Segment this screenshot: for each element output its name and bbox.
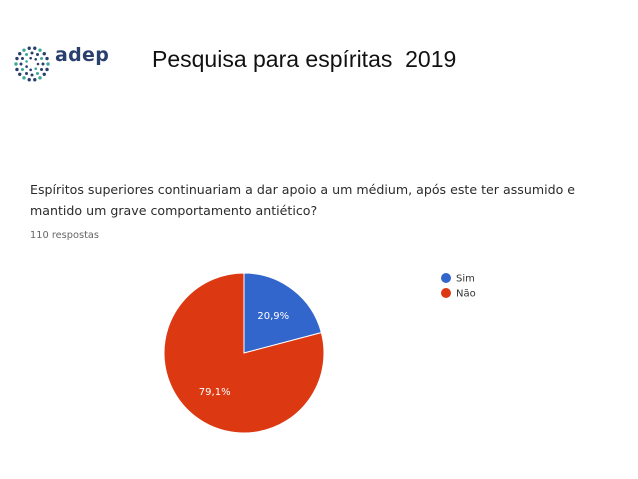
logo-dot	[25, 72, 28, 76]
logo-dot	[14, 62, 18, 66]
logo-dot	[45, 56, 49, 61]
logo-dot	[36, 62, 40, 66]
logo-dot	[33, 46, 37, 50]
logo-dot	[20, 68, 24, 71]
logo-dot	[19, 62, 23, 66]
logo-dot	[38, 48, 42, 52]
logo-dot	[29, 56, 32, 60]
adep-logo-wordmark: adep	[55, 44, 110, 66]
logo-dot	[27, 78, 31, 82]
logo-dot	[25, 52, 28, 56]
logo-dot	[20, 57, 24, 60]
logo-dot	[18, 52, 22, 56]
logo-dot	[15, 67, 19, 72]
logo-dot	[30, 51, 34, 55]
logo-dot	[34, 58, 38, 61]
logo-dot	[22, 76, 26, 80]
slide-title: Pesquisa para espíritas 2019	[152, 46, 457, 72]
logo-dot	[34, 67, 38, 70]
survey-question: Espíritos superiores continuariam a dar …	[30, 182, 576, 218]
legend-swatch	[441, 273, 451, 283]
logo-dot	[36, 72, 39, 76]
logo-dot	[45, 67, 49, 72]
response-count: 110 respostas	[30, 230, 100, 241]
logo-dot	[46, 62, 50, 66]
logo-dot	[41, 62, 45, 66]
logo-dot	[25, 60, 28, 63]
adep-logo-mark	[14, 46, 50, 82]
logo-dot	[27, 46, 31, 50]
logo-dot	[40, 68, 44, 71]
pie-data-label: 20,9%	[257, 311, 289, 322]
legend-label: Não	[456, 289, 476, 300]
logo-dot	[42, 72, 46, 76]
legend-label: Sim	[456, 274, 475, 285]
pie-slice-sim	[243, 272, 322, 354]
pie-data-label: 79,1%	[199, 387, 231, 398]
logo-dot	[42, 52, 46, 56]
logo-dot	[38, 76, 42, 80]
logo-dot	[30, 73, 34, 77]
logo-dot	[22, 48, 26, 52]
legend-swatch	[441, 288, 451, 298]
logo-dot	[36, 52, 39, 56]
logo-dot	[33, 78, 37, 82]
pie-slice-n-o	[163, 272, 325, 434]
logo-dot	[29, 68, 32, 72]
logo-dot	[25, 65, 28, 68]
logo-dot	[40, 57, 44, 60]
logo-dot	[18, 72, 22, 76]
logo-dot	[15, 56, 19, 61]
